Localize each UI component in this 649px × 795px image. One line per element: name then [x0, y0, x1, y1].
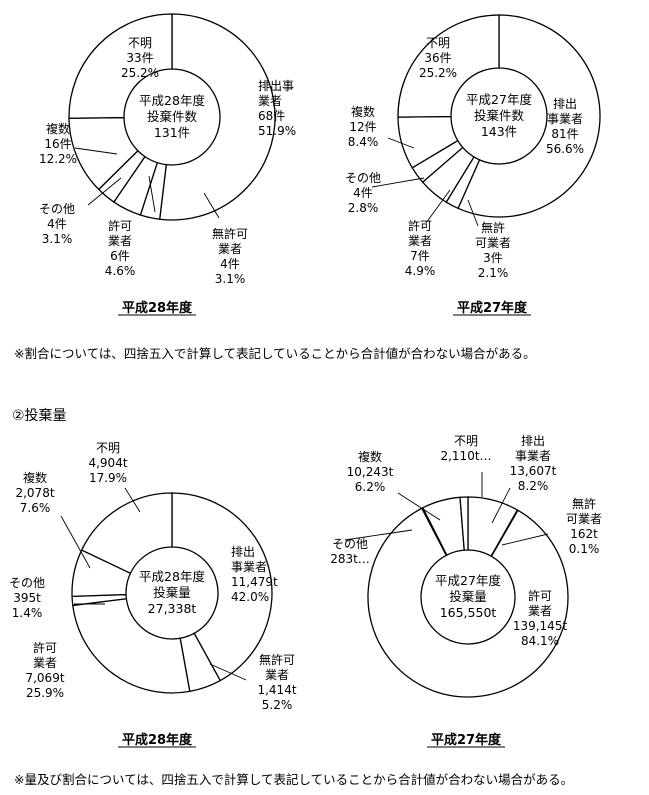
data-label-haishutsu: 排出事業者 68件 51.9%	[258, 79, 296, 138]
data-label-mukyoka: 無許可業者 3件 2.1%	[475, 220, 511, 280]
center-label: 平成27年度投棄件数 143件	[466, 92, 532, 139]
data-label-sonota: その他 4件 3.1%	[39, 202, 75, 246]
chart-title: 平成28年度	[122, 732, 193, 748]
slice-kyoka	[367, 507, 569, 698]
data-label-fukusu: 複数 10,243t 6.2%	[347, 449, 394, 494]
data-label-fumei: 不明 4,904t 17.9%	[88, 441, 127, 485]
slice-fumei	[459, 496, 469, 551]
data-label-kyoka: 許可業者 7,069t 25.9%	[25, 641, 64, 700]
leader-line	[467, 199, 479, 227]
pie-chart-4: 平成27年度投棄量 165,550t 排出事業者 13,607t 8.2%無許可業者 16…	[330, 434, 602, 748]
center-label: 平成28年度投棄件数 131件	[139, 93, 205, 140]
data-label-sonota: その他 283t…	[330, 537, 370, 566]
data-label-kyoka: 許可業者 139,145t 84.1%	[513, 589, 568, 648]
pie-chart-3: 平成28年度投棄量 27,338t 排出事業者 11,479t 42.0% 無許可業者 1,…	[9, 441, 297, 748]
data-label-fumei: 不明 33件 25.2%	[121, 36, 159, 80]
data-label-mukyoka: 無許可業者 1,414t 5.2%	[257, 652, 296, 712]
data-label-fukusu: 複数 16件 12.2%	[39, 121, 77, 166]
chart-title: 平成28年度	[122, 300, 193, 316]
slice-kyoka	[72, 597, 191, 694]
leader-line	[501, 533, 549, 546]
data-label-sonota: その他 4件 2.8%	[345, 171, 381, 215]
leader-line	[491, 487, 511, 524]
slice-haishutsu	[457, 14, 601, 218]
data-label-mukyoka: 無許可業者 162t 0.1%	[566, 496, 602, 556]
section-title: ②投棄量	[12, 408, 67, 424]
data-label-mukyoka: 無許可業者 4件 3.1%	[212, 226, 248, 286]
slice-fumei	[80, 492, 173, 575]
center-label: 平成28年度投棄量 27,338t	[139, 569, 205, 616]
leader-line	[387, 137, 415, 149]
data-label-haishutsu: 排出事業者 13,607t 8.2%	[510, 434, 557, 493]
leader-line	[397, 492, 441, 521]
leader-line	[87, 177, 122, 206]
leader-line	[425, 189, 451, 224]
chart-title: 平成27年度	[457, 300, 528, 316]
leader-line	[60, 515, 91, 569]
leader-line	[371, 177, 425, 188]
leader-line	[124, 487, 141, 513]
leader-line	[148, 175, 156, 213]
data-label-kyoka: 許可業者 6件 4.6%	[105, 219, 136, 278]
footnote-volume: ※量及び割合については、四捨五入で計算して表記していることから合計値が合わない場…	[14, 772, 573, 787]
slice-haishutsu	[171, 492, 273, 682]
data-label-fukusu: 複数 2,078t 7.6%	[15, 470, 54, 515]
data-label-kyoka: 許可業者 7件 4.9%	[405, 219, 436, 278]
center-label: 平成27年度投棄量 165,550t	[435, 573, 501, 620]
slice-fumei	[397, 14, 500, 118]
leader-line	[74, 147, 118, 155]
data-label-fukusu: 複数 12件 8.4%	[348, 104, 379, 149]
pie-chart-1: 平成28年度投棄件数 131件 排出事業者 68件 51.9% 無許可業者 4件 3.1% 許可…	[39, 13, 296, 316]
footnote-count: ※割合については、四捨五入で計算して表記していることから合計値が合わない場合があ…	[14, 346, 536, 361]
data-label-sonota: その他 395t 1.4%	[9, 576, 45, 620]
leader-line	[209, 663, 247, 681]
data-label-fumei: 不明 36件 25.2%	[419, 36, 457, 80]
leader-line	[203, 192, 220, 219]
chart-title: 平成27年度	[431, 732, 502, 748]
leader-line	[344, 529, 413, 541]
slice-haishutsu	[158, 13, 276, 221]
data-label-haishutsu: 排出事業者 11,479t 42.0%	[231, 545, 278, 604]
data-label-fumei: 不明 2,110t…	[440, 434, 491, 463]
slice-fumei	[68, 13, 173, 119]
data-label-haishutsu: 排出事業者 81件 56.6%	[546, 97, 584, 156]
